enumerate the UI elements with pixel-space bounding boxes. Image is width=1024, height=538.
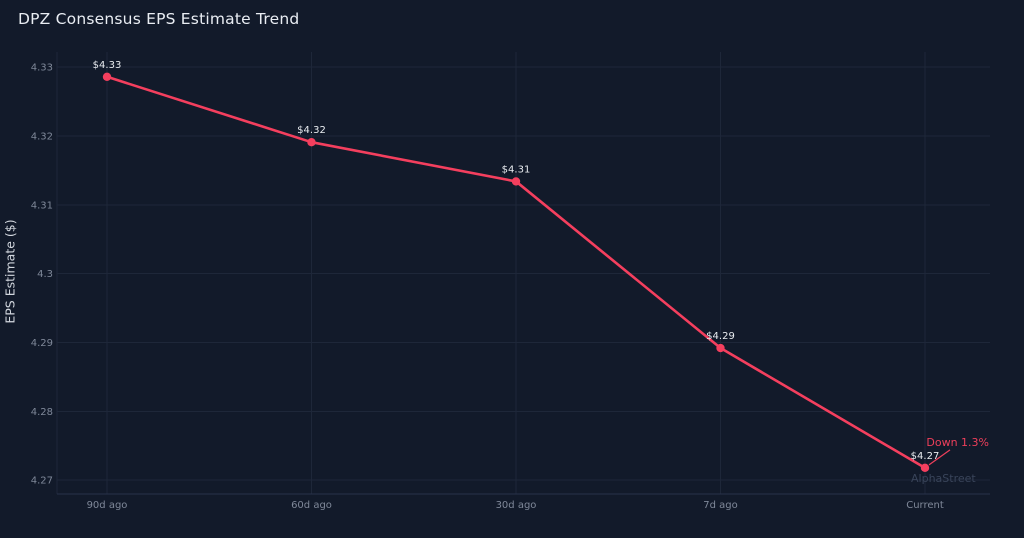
data-point-label: $4.31 — [502, 164, 531, 175]
y-tick-label: 4.29 — [31, 338, 53, 349]
y-tick-label: 4.3 — [37, 269, 53, 280]
x-tick-label: 30d ago — [496, 500, 537, 511]
data-point-label: $4.29 — [706, 331, 735, 342]
chart-title: DPZ Consensus EPS Estimate Trend — [18, 10, 300, 28]
y-axis-title: EPS Estimate ($) — [2, 219, 18, 324]
annotation-leader-line — [928, 449, 951, 466]
data-point-marker — [102, 72, 112, 81]
y-tick-label: 4.28 — [31, 407, 53, 418]
y-tick-label: 4.27 — [31, 476, 53, 487]
y-tick-label: 4.31 — [31, 200, 53, 211]
x-tick-label: 90d ago — [87, 500, 128, 511]
data-point-marker — [511, 177, 521, 186]
data-point-label: $4.33 — [93, 60, 122, 71]
data-point-label: $4.32 — [297, 125, 326, 136]
x-tick-label: 60d ago — [291, 500, 332, 511]
x-tick-label: Current — [906, 500, 944, 511]
data-point-marker — [716, 343, 725, 353]
data-point-label: $4.27 — [911, 451, 940, 462]
y-tick-label: 4.33 — [31, 63, 53, 74]
x-tick-label: 7d ago — [703, 500, 737, 511]
watermark: AlphaStreet — [911, 472, 976, 485]
data-point-marker — [920, 463, 930, 473]
annotation-label: Down 1.3% — [926, 436, 989, 449]
y-tick-label: 4.32 — [31, 131, 53, 142]
data-point-marker — [307, 137, 316, 147]
